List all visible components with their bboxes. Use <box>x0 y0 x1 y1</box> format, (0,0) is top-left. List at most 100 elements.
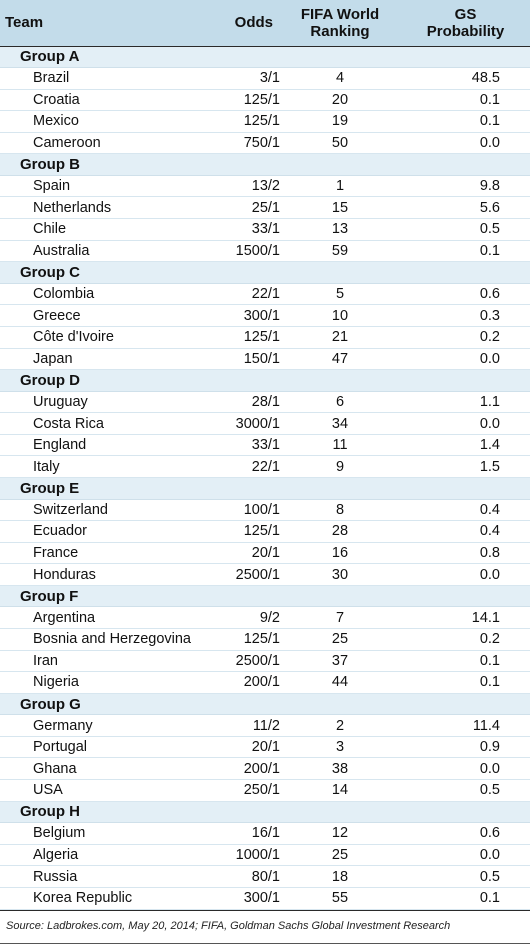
odds-cell: 28/1 <box>215 391 285 414</box>
table-row: Australia 1500/1 59 0.1 <box>0 240 530 263</box>
table-row: Nigeria 200/1 44 0.1 <box>0 671 530 694</box>
team-name-cell: Japan <box>0 348 215 371</box>
header-gs-probability-line2: Probability <box>426 22 505 40</box>
team-name-cell: Brazil <box>0 67 215 90</box>
team-name-cell: Germany <box>0 714 215 737</box>
team-name-cell: England <box>0 434 215 457</box>
fifa-ranking-cell: 5 <box>285 283 395 306</box>
gs-probability-cell: 0.2 <box>395 628 530 651</box>
gs-probability-cell: 48.5 <box>395 67 530 90</box>
gs-probability-cell: 0.5 <box>395 865 530 888</box>
table-row: Mexico 125/1 19 0.1 <box>0 110 530 133</box>
odds-cell: 9/2 <box>215 606 285 629</box>
team-name-cell: USA <box>0 779 215 802</box>
team-name-cell: Croatia <box>0 89 215 112</box>
table-row: Croatia 125/1 20 0.1 <box>0 89 530 112</box>
team-name-cell: Australia <box>0 240 215 263</box>
team-name-cell: Colombia <box>0 283 215 306</box>
table-row: Ecuador 125/1 28 0.4 <box>0 520 530 543</box>
fifa-ranking-cell: 55 <box>285 887 395 910</box>
table-row: Uruguay 28/1 6 1.1 <box>0 391 530 414</box>
table-row: Portugal 20/1 3 0.9 <box>0 736 530 759</box>
odds-cell: 150/1 <box>215 348 285 371</box>
source-note: Source: Ladbrokes.com, May 20, 2014; FIF… <box>0 910 530 944</box>
odds-cell: 20/1 <box>215 736 285 759</box>
team-name-cell: Nigeria <box>0 671 215 694</box>
fifa-ranking-cell: 2 <box>285 714 395 737</box>
table-row: Japan 150/1 47 0.0 <box>0 348 530 371</box>
gs-probability-cell: 0.9 <box>395 736 530 759</box>
group-row: Group C <box>0 261 530 284</box>
team-name-cell: Belgium <box>0 822 215 845</box>
group-row: Group D <box>0 369 530 392</box>
odds-cell: 750/1 <box>215 132 285 155</box>
gs-probability-cell: 0.4 <box>395 499 530 522</box>
table-row: Honduras 2500/1 30 0.0 <box>0 563 530 586</box>
odds-cell: 16/1 <box>215 822 285 845</box>
group-label: Group F <box>0 585 530 608</box>
header-fifa-ranking: FIFA World Ranking <box>285 0 395 47</box>
team-name-cell: Spain <box>0 175 215 198</box>
group-row: Group F <box>0 585 530 608</box>
odds-cell: 22/1 <box>215 455 285 478</box>
gs-probability-cell: 0.1 <box>395 89 530 112</box>
odds-cell: 2500/1 <box>215 563 285 586</box>
table-row: France 20/1 16 0.8 <box>0 542 530 565</box>
header-odds: Odds <box>215 0 285 47</box>
table-row: Costa Rica 3000/1 34 0.0 <box>0 412 530 435</box>
team-name-cell: Greece <box>0 304 215 327</box>
odds-cell: 22/1 <box>215 283 285 306</box>
team-name-cell: Honduras <box>0 563 215 586</box>
odds-cell: 1500/1 <box>215 240 285 263</box>
fifa-ranking-cell: 19 <box>285 110 395 133</box>
gs-probability-cell: 0.1 <box>395 650 530 673</box>
odds-cell: 125/1 <box>215 628 285 651</box>
gs-probability-cell: 14.1 <box>395 606 530 629</box>
fifa-ranking-cell: 13 <box>285 218 395 241</box>
gs-probability-cell: 0.4 <box>395 520 530 543</box>
table-header-row: Team Odds FIFA World Ranking GS Probabil… <box>0 0 530 47</box>
fifa-ranking-cell: 8 <box>285 499 395 522</box>
odds-cell: 125/1 <box>215 89 285 112</box>
gs-probability-cell: 0.0 <box>395 412 530 435</box>
header-team: Team <box>0 0 215 47</box>
table-row: Netherlands 25/1 15 5.6 <box>0 196 530 220</box>
fifa-ranking-cell: 10 <box>285 304 395 327</box>
gs-probability-cell: 0.8 <box>395 542 530 565</box>
gs-probability-cell: 0.3 <box>395 304 530 327</box>
table-row: Italy 22/1 9 1.5 <box>0 455 530 478</box>
odds-cell: 125/1 <box>215 326 285 349</box>
team-name-cell: Costa Rica <box>0 412 215 435</box>
table-row: Chile 33/1 13 0.5 <box>0 218 530 241</box>
odds-cell: 33/1 <box>215 218 285 241</box>
table-body: Group A Brazil 3/1 4 48.5 Croatia 125/1 20 0.1 Me… <box>0 46 530 910</box>
team-name-cell: Algeria <box>0 844 215 867</box>
table-row: Cameroon 750/1 50 0.0 <box>0 132 530 155</box>
team-name-cell: Cameroon <box>0 132 215 155</box>
table-row: Russia 80/1 18 0.5 <box>0 865 530 888</box>
table-row: Bosnia and Herzegovina 125/1 25 0.2 <box>0 628 530 651</box>
header-fifa-ranking-line2: Ranking <box>310 22 370 40</box>
gs-probability-cell: 0.1 <box>395 110 530 133</box>
table-row: Korea Republic 300/1 55 0.1 <box>0 887 530 910</box>
group-row: Group E <box>0 477 530 500</box>
fifa-ranking-cell: 47 <box>285 348 395 371</box>
fifa-ranking-cell: 18 <box>285 865 395 888</box>
fifa-ranking-cell: 38 <box>285 757 395 781</box>
gs-probability-cell: 0.2 <box>395 326 530 349</box>
gs-probability-cell: 0.6 <box>395 283 530 306</box>
group-label: Group B <box>0 153 530 176</box>
gs-probability-cell: 0.0 <box>395 757 530 781</box>
odds-cell: 25/1 <box>215 196 285 220</box>
header-fifa-ranking-line1: FIFA World <box>300 5 380 23</box>
fifa-ranking-cell: 4 <box>285 67 395 90</box>
odds-cell: 100/1 <box>215 499 285 522</box>
gs-probability-cell: 0.1 <box>395 240 530 263</box>
gs-probability-cell: 0.1 <box>395 671 530 694</box>
table-row: Spain 13/2 1 9.8 <box>0 175 530 198</box>
fifa-ranking-cell: 6 <box>285 391 395 414</box>
table-row: Argentina 9/2 7 14.1 <box>0 606 530 629</box>
team-name-cell: Ecuador <box>0 520 215 543</box>
table-row: Algeria 1000/1 25 0.0 <box>0 844 530 867</box>
